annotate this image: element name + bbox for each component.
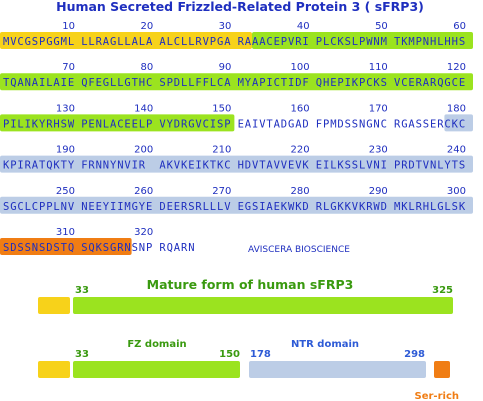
position-number: 100 — [291, 62, 310, 73]
position-number: 60 — [453, 21, 466, 32]
mature-bar — [73, 297, 453, 314]
residue-block: KPIRATQKTY — [3, 160, 75, 172]
position-number: 280 — [291, 186, 310, 197]
position-number: 220 — [291, 145, 310, 156]
position-number: 20 — [140, 21, 153, 32]
position-number: 190 — [56, 145, 75, 156]
position-number: 250 — [56, 186, 75, 197]
mature-end: 325 — [432, 285, 453, 296]
residue-block: RAAACEPVRI — [238, 36, 310, 48]
residue-block: PRDTVNLYTS — [394, 160, 466, 172]
residue-block: SPDLLFFLCA — [159, 77, 231, 89]
residue-block: DEERSRLLLV — [159, 201, 231, 213]
fz-start: 33 — [75, 349, 89, 360]
position-number: 180 — [447, 103, 466, 114]
position-number: 170 — [369, 103, 388, 114]
residue-block: MKLRHLGLSK — [394, 201, 466, 213]
position-number: 90 — [219, 62, 232, 73]
position-number: 270 — [212, 186, 231, 197]
highlight — [0, 155, 473, 173]
position-number: 140 — [134, 103, 153, 114]
residue-block: QHEPIKPCKS — [316, 77, 388, 89]
position-number: 110 — [369, 62, 388, 73]
residue-block: RGASSERCKC — [394, 118, 466, 130]
sequence: 10 20 30 40 50 60 MVCGSPGGML LLRAGLLALA ALCLLRVP… — [0, 21, 473, 255]
residue-block: SQKSGRNSNP — [81, 242, 153, 254]
position-number: 300 — [447, 186, 466, 197]
signal-bar — [38, 361, 70, 378]
position-number: 70 — [62, 62, 75, 73]
position-number: 160 — [291, 103, 310, 114]
position-number: 30 — [219, 21, 232, 32]
position-number: 240 — [447, 145, 466, 156]
residue-block: EAIVTADGAD — [238, 118, 310, 130]
highlight — [0, 32, 252, 49]
highlight — [0, 238, 132, 255]
mature-start: 33 — [75, 285, 89, 296]
position-number: 80 — [140, 62, 153, 73]
position-number: 120 — [447, 62, 466, 73]
ntr-label: NTR domain — [291, 339, 359, 350]
highlight — [0, 196, 473, 214]
residue-block: MVCGSPGGML — [3, 36, 75, 48]
residue-block: RQARN — [159, 242, 195, 254]
signal-bar — [38, 297, 70, 314]
highlight — [444, 114, 473, 132]
highlight — [0, 114, 235, 132]
position-number: 10 — [62, 21, 75, 32]
position-number: 290 — [369, 186, 388, 197]
residue-block: ALCLLRVPGA — [159, 36, 231, 48]
residue-block: EILKSSLVNI — [316, 160, 388, 172]
position-number: 210 — [212, 145, 231, 156]
residue-block: EGSIAEKWKD — [238, 201, 310, 213]
residue-block: RLGKKVKRWD — [316, 201, 388, 213]
position-number: 320 — [134, 227, 153, 238]
position-number: 40 — [297, 21, 310, 32]
residue-block: AKVKEIKTKC — [159, 160, 231, 172]
residue-block: LLRAGLLALA — [81, 36, 153, 48]
residue-block: VYDRGVCISP — [159, 118, 231, 130]
residue-block: PILIKYRHSW — [3, 118, 75, 130]
residue-block: TQANAILAIE — [3, 77, 75, 89]
residue-block: NEEYIIMGYE — [81, 201, 153, 213]
position-number: 200 — [134, 145, 153, 156]
ser-label: Ser-rich — [415, 391, 459, 401]
residue-block: FPMDSSNGNC — [316, 118, 388, 130]
fz-bar — [73, 361, 240, 378]
residue-block: VCERARQGCE — [394, 77, 466, 89]
residue-block: SGCLCPPLNV — [3, 201, 75, 213]
residue-block: QFEGLLGTHC — [81, 77, 153, 89]
highlight — [0, 73, 473, 91]
position-number: 230 — [369, 145, 388, 156]
fz-label: FZ domain — [127, 339, 186, 350]
residue-block: HDVTAVVEVK — [238, 160, 310, 172]
residue-block: MYAPICTIDF — [238, 77, 310, 89]
highlight — [252, 32, 473, 49]
ntr-start: 178 — [250, 349, 271, 360]
position-number: 310 — [56, 227, 75, 238]
mature-title: Mature form of human sFRP3 — [147, 277, 354, 292]
title: Human Secreted Frizzled-Related Protein … — [56, 0, 424, 14]
residue-block: TKMPNHLHHS — [394, 36, 466, 48]
residue-block: PLCKSLPWNM — [316, 36, 388, 48]
credit: AVISCERA BIOSCIENCE — [248, 245, 350, 255]
fz-end: 150 — [219, 349, 240, 360]
residue-block: PENLACEELP — [81, 118, 153, 130]
position-number: 260 — [134, 186, 153, 197]
position-number: 130 — [56, 103, 75, 114]
residue-block: SDSSNSDSTQ — [3, 242, 75, 254]
position-number: 50 — [375, 21, 388, 32]
position-number: 150 — [212, 103, 231, 114]
residue-block: FRNNYNVIR — [81, 160, 146, 172]
ntr-end: 298 — [404, 349, 425, 360]
ntr-bar — [249, 361, 426, 378]
ser-bar — [434, 361, 450, 378]
